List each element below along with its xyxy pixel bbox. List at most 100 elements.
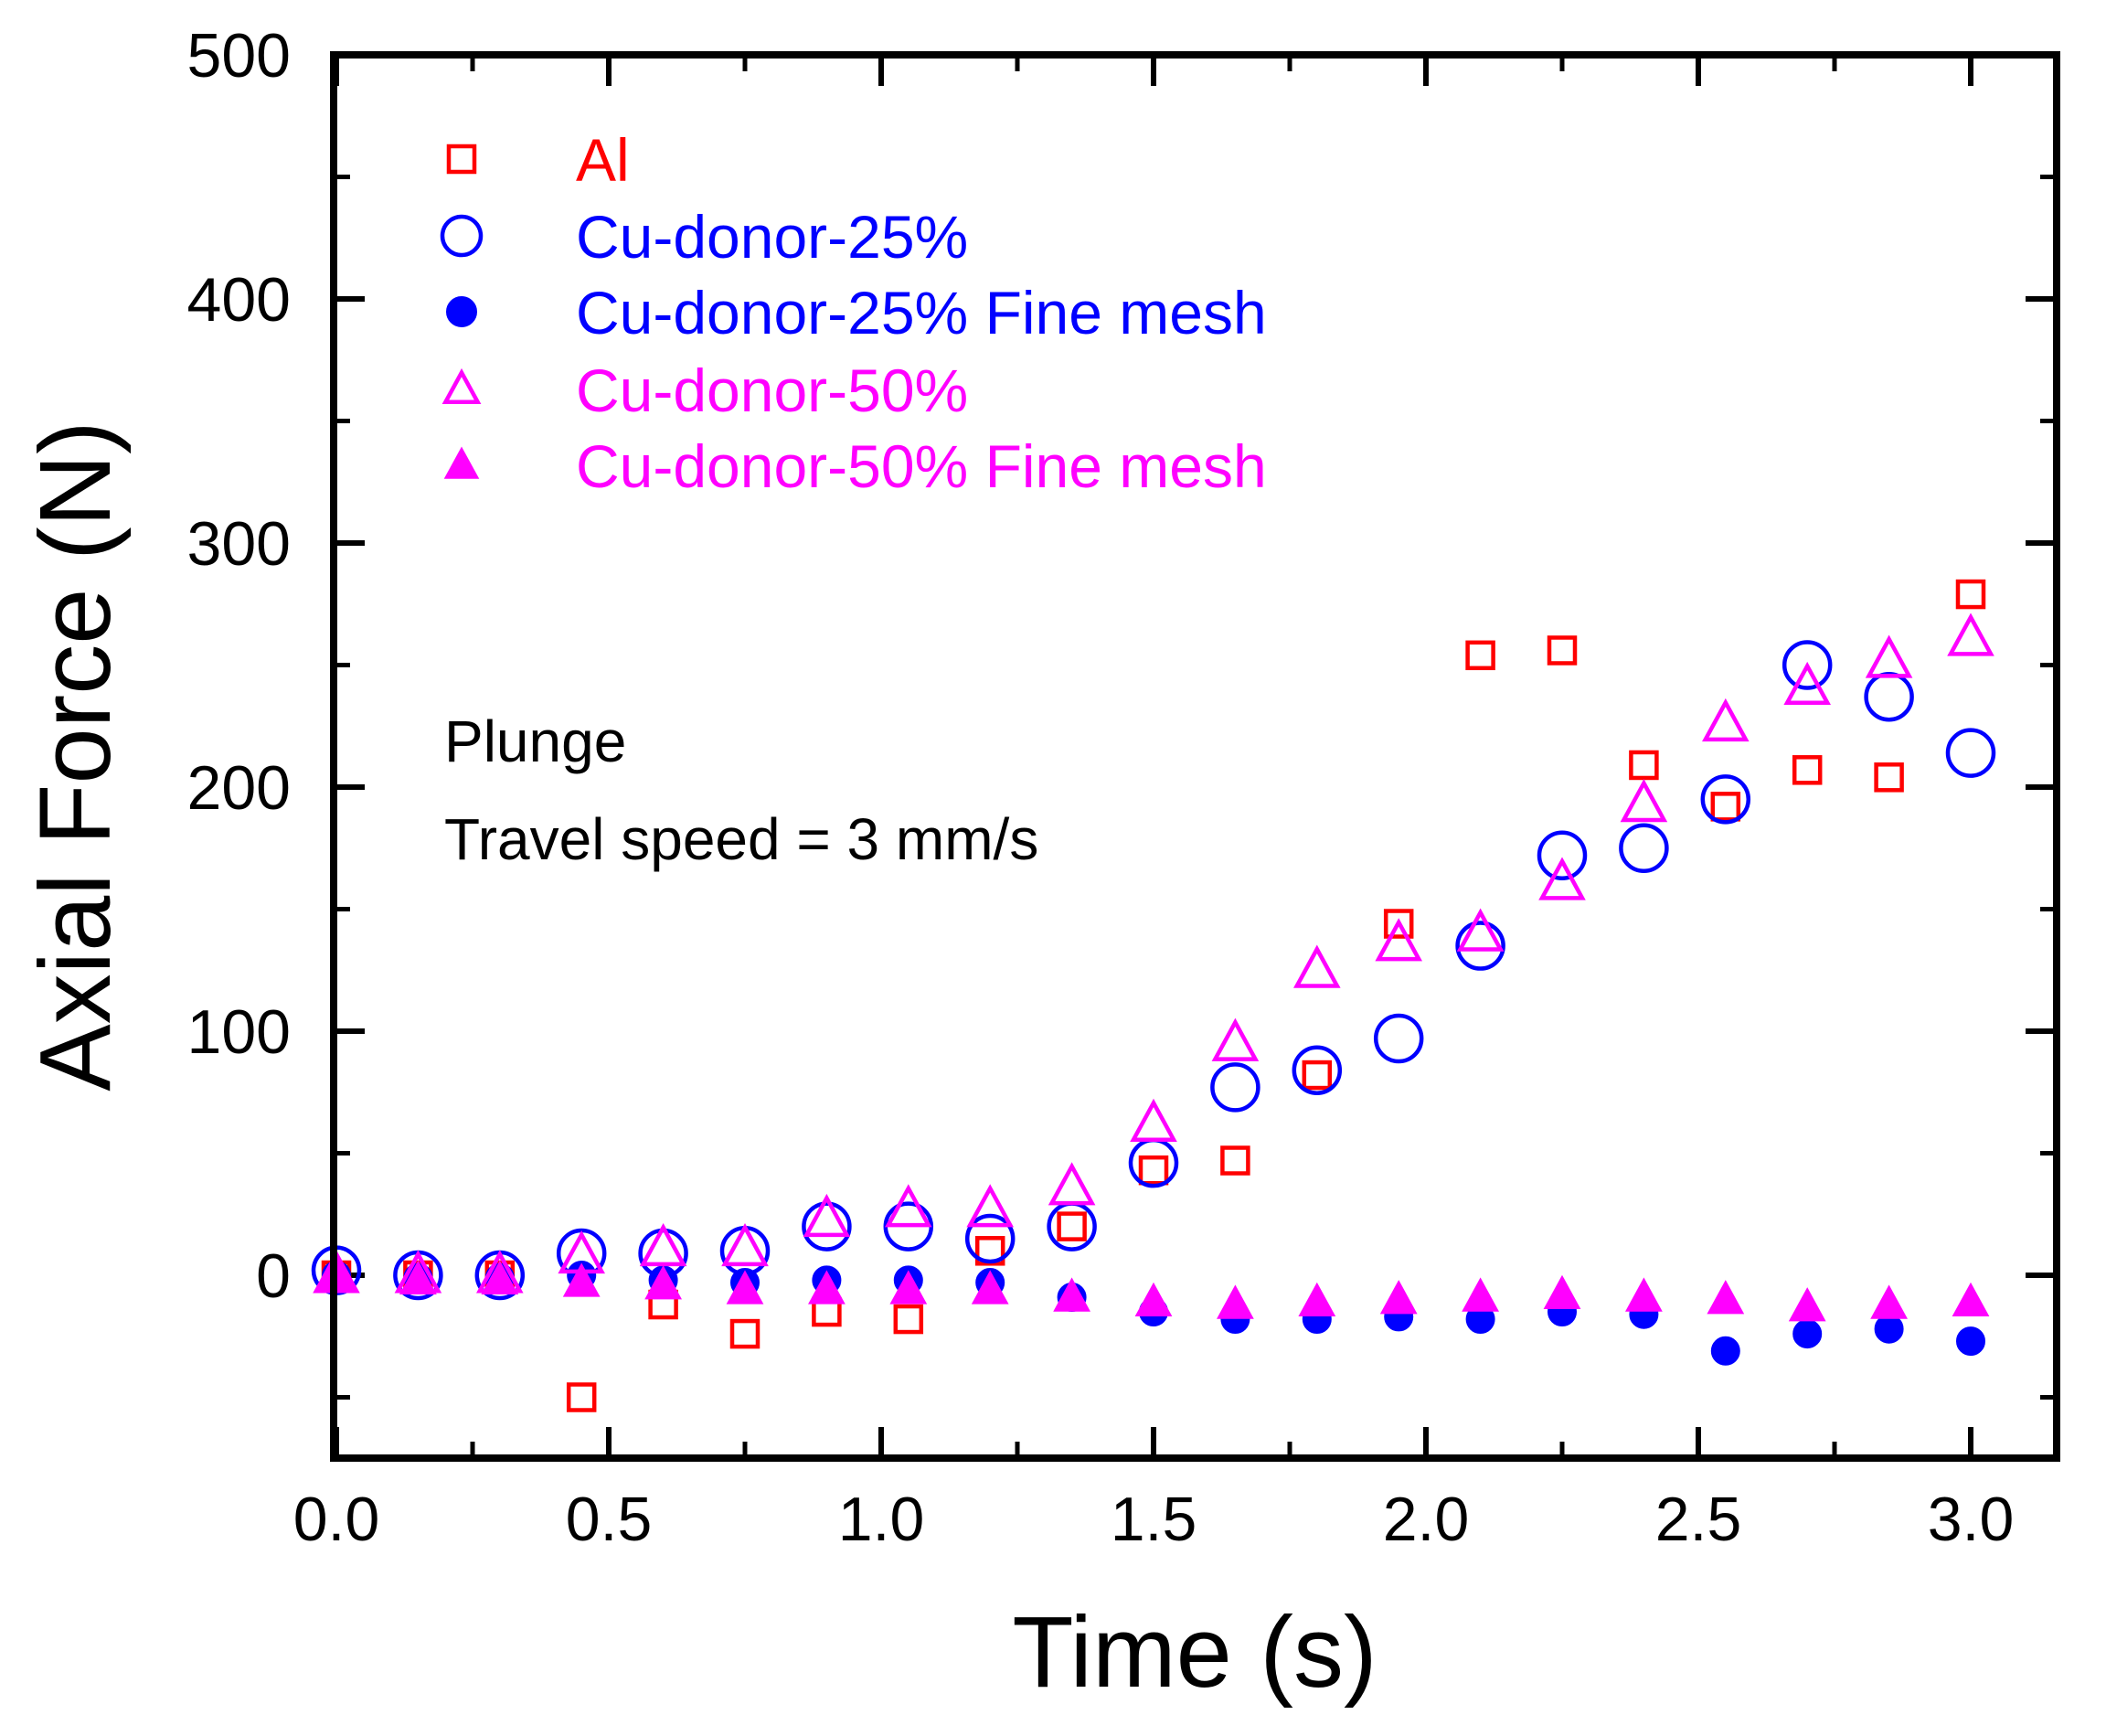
data-point bbox=[721, 1222, 769, 1267]
data-point bbox=[1710, 1336, 1740, 1366]
legend-item: Cu-donor-25% Fine mesh bbox=[446, 279, 1267, 346]
legend-label: Cu-donor-50% Fine mesh bbox=[576, 432, 1267, 500]
data-point bbox=[1952, 1282, 1990, 1317]
x-tick-label: 3.0 bbox=[1928, 1485, 2015, 1554]
data-point bbox=[1956, 1326, 1985, 1357]
data-point bbox=[885, 1184, 932, 1228]
y-tick-label: 300 bbox=[187, 509, 291, 579]
legend-label: Cu-donor-50% bbox=[576, 357, 968, 424]
data-point bbox=[1945, 728, 1996, 778]
data-point bbox=[1047, 1201, 1097, 1251]
x-tick-label: 1.0 bbox=[838, 1485, 925, 1554]
data-point bbox=[1865, 634, 1913, 678]
data-point bbox=[803, 1193, 851, 1238]
data-point bbox=[1792, 755, 1823, 785]
legend-marker bbox=[440, 214, 484, 258]
data-point bbox=[1298, 1282, 1336, 1317]
x-tick-label: 2.5 bbox=[1655, 1485, 1742, 1554]
data-point bbox=[1465, 640, 1495, 671]
data-point bbox=[1217, 1284, 1254, 1319]
data-point bbox=[1700, 774, 1751, 825]
data-point bbox=[1625, 1277, 1663, 1312]
x-tick-label: 1.5 bbox=[1111, 1485, 1197, 1554]
data-point bbox=[1379, 1280, 1418, 1315]
data-point bbox=[889, 1270, 928, 1305]
y-tick-labels: 0 100 200 300 400 500 bbox=[187, 21, 291, 1311]
plot-frame bbox=[330, 51, 2060, 1462]
data-point bbox=[1138, 1155, 1169, 1186]
data-point bbox=[808, 1270, 846, 1305]
data-point bbox=[1874, 1314, 1904, 1344]
data-point bbox=[1134, 1282, 1173, 1317]
series-cu-donor-50-fine-mesh bbox=[317, 1255, 1990, 1322]
legend-item: Cu-donor-50% bbox=[441, 357, 968, 424]
data-point bbox=[1057, 1211, 1087, 1241]
legend-label: Al bbox=[576, 126, 630, 194]
data-point bbox=[1302, 1060, 1333, 1091]
data-point bbox=[1707, 1280, 1745, 1315]
data-point bbox=[1053, 1277, 1090, 1312]
data-point bbox=[1537, 830, 1588, 881]
x-tick-label: 2.0 bbox=[1383, 1485, 1470, 1554]
data-point bbox=[1220, 1145, 1250, 1176]
data-point bbox=[1783, 661, 1831, 706]
data-point bbox=[1373, 1013, 1424, 1064]
data-point bbox=[1130, 1098, 1177, 1142]
data-point bbox=[1792, 1319, 1823, 1349]
y-tick-label: 500 bbox=[187, 21, 291, 91]
data-point bbox=[1128, 1137, 1179, 1188]
series-cu-donor-50 bbox=[313, 612, 1994, 1294]
data-point bbox=[1710, 792, 1741, 822]
legend-marker bbox=[443, 446, 480, 479]
annotation-travel-speed: Travel speed = 3 mm/s bbox=[444, 806, 1038, 872]
data-point bbox=[719, 1226, 771, 1276]
legend-marker bbox=[446, 144, 477, 175]
data-point bbox=[1620, 778, 1668, 823]
data-point bbox=[964, 1213, 1016, 1264]
data-point bbox=[1375, 918, 1422, 962]
data-point bbox=[971, 1270, 1009, 1305]
legend-item: Al bbox=[446, 126, 630, 194]
legend-item: Cu-donor-50% Fine mesh bbox=[443, 432, 1267, 500]
legend: Al Cu-donor-25% Cu-donor-25% Fine mesh Cu-d… bbox=[440, 126, 1267, 500]
data-point bbox=[1782, 640, 1833, 690]
x-tick-label: 0.5 bbox=[566, 1485, 653, 1554]
y-tick-label: 400 bbox=[187, 265, 291, 335]
data-point bbox=[1947, 612, 1994, 656]
data-point bbox=[966, 1184, 1014, 1228]
data-point bbox=[1462, 1277, 1499, 1312]
legend-item: Cu-donor-25% bbox=[440, 203, 968, 271]
data-point bbox=[1293, 944, 1341, 988]
data-point bbox=[893, 1304, 924, 1335]
legend-label: Cu-donor-25% Fine mesh bbox=[576, 279, 1267, 346]
data-point bbox=[1210, 1062, 1260, 1113]
data-point bbox=[399, 1260, 437, 1295]
data-point bbox=[1619, 823, 1669, 873]
data-point bbox=[1547, 635, 1578, 666]
data-point bbox=[1874, 762, 1904, 793]
legend-marker bbox=[441, 367, 482, 405]
data-point bbox=[1538, 857, 1586, 900]
data-point bbox=[974, 1236, 1005, 1266]
data-points bbox=[311, 579, 1996, 1412]
legend-label: Cu-donor-25% bbox=[576, 203, 968, 271]
data-point bbox=[1383, 909, 1414, 939]
data-point bbox=[562, 1262, 601, 1297]
data-point bbox=[1788, 1287, 1826, 1322]
y-tick-label: 100 bbox=[187, 997, 291, 1067]
x-tick-labels: 0.0 0.5 1.0 1.5 2.0 2.5 3.0 bbox=[293, 1485, 2015, 1554]
data-point bbox=[729, 1318, 760, 1349]
x-tick-label: 0.0 bbox=[293, 1485, 380, 1554]
legend-marker bbox=[446, 296, 477, 327]
data-point bbox=[1702, 698, 1750, 742]
data-point bbox=[802, 1201, 852, 1251]
data-point bbox=[1955, 579, 1986, 610]
x-axis-title: Time (s) bbox=[1012, 1596, 1377, 1709]
data-point bbox=[1870, 1284, 1908, 1319]
y-tick-label: 0 bbox=[256, 1241, 291, 1311]
data-point bbox=[639, 1222, 687, 1267]
data-point bbox=[481, 1260, 519, 1295]
data-point bbox=[1543, 1274, 1581, 1310]
data-point bbox=[644, 1265, 682, 1300]
